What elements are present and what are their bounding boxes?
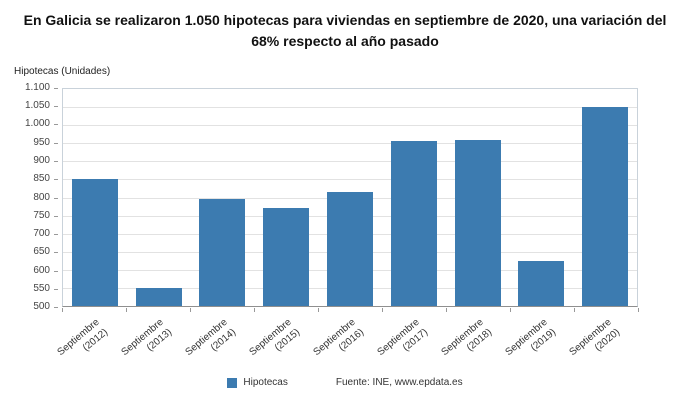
source-text: Fuente: INE, www.epdata.es: [335, 377, 463, 388]
chart-bar: [199, 199, 246, 306]
x-tick-mark: [254, 308, 255, 312]
y-tick-mark: [54, 288, 58, 290]
y-tick-mark: [54, 197, 58, 199]
y-tick-mark: [54, 215, 58, 217]
plot-area: [62, 88, 638, 307]
chart-title: En Galicia se realizaron 1.050 hipotecas…: [23, 12, 667, 49]
legend-color-swatch: [227, 377, 238, 388]
chart-bar: [263, 208, 310, 306]
x-axis-labels: Septiembre (2012) Septiembre (2013) Septiemb…: [55, 308, 639, 372]
gridline: [63, 179, 637, 181]
chart-bar: [71, 179, 118, 306]
y-tick-mark: [54, 88, 58, 89]
y-tick-label: 750: [33, 209, 50, 221]
y-tick-label: 900: [33, 154, 50, 166]
y-tick-label: 600: [33, 264, 50, 276]
x-tick-mark: [126, 308, 127, 312]
x-tick-mark: [446, 308, 447, 312]
legend-label: Hipotecas: [243, 377, 288, 388]
x-tick-mark: [638, 308, 639, 312]
y-tick-mark: [54, 252, 58, 254]
chart-bar: [390, 141, 437, 306]
chart-bar: [454, 139, 501, 306]
x-tick-mark: [62, 308, 63, 312]
legend: Hipotecas Fuente: INE, www.epdata.es: [0, 377, 690, 388]
y-axis-unit-label: Hipotecas (Unidades): [14, 66, 111, 77]
chart-bar: [582, 107, 629, 306]
y-tick-mark: [54, 270, 58, 272]
y-tick-label: 650: [33, 246, 50, 258]
y-tick-mark: [54, 106, 58, 108]
y-tick-label: 500: [33, 301, 50, 312]
chart-bar: [518, 260, 565, 306]
y-tick-mark: [54, 307, 58, 308]
y-tick-mark: [54, 179, 58, 181]
y-tick-mark: [54, 124, 58, 126]
gridline: [63, 125, 637, 127]
x-tick-mark: [510, 308, 511, 312]
y-tick-label: 1.100: [24, 82, 50, 93]
y-tick-label: 700: [33, 227, 50, 239]
y-tick-label: 950: [33, 136, 50, 148]
y-tick-mark: [54, 233, 58, 235]
y-tick-label: 800: [33, 191, 50, 203]
chart-bar: [327, 192, 373, 306]
x-tick-mark: [318, 308, 319, 312]
y-tick-label: 1.000: [24, 118, 50, 130]
y-axis-tick-labels: 500 550 600 650 700 750 800 850 900 950 1.000 1.050…: [0, 83, 58, 312]
x-tick-mark: [382, 308, 383, 312]
chart-bar: [135, 287, 182, 306]
y-tick-mark: [54, 142, 58, 144]
x-tick-mark: [574, 308, 575, 312]
gridline: [63, 143, 637, 145]
y-tick-label: 550: [33, 282, 50, 294]
x-tick-mark: [190, 308, 191, 312]
y-tick-label: 1.050: [24, 100, 50, 112]
y-tick-mark: [54, 160, 58, 162]
y-tick-label: 850: [33, 173, 50, 185]
gridline: [63, 161, 637, 163]
gridline: [63, 107, 637, 109]
